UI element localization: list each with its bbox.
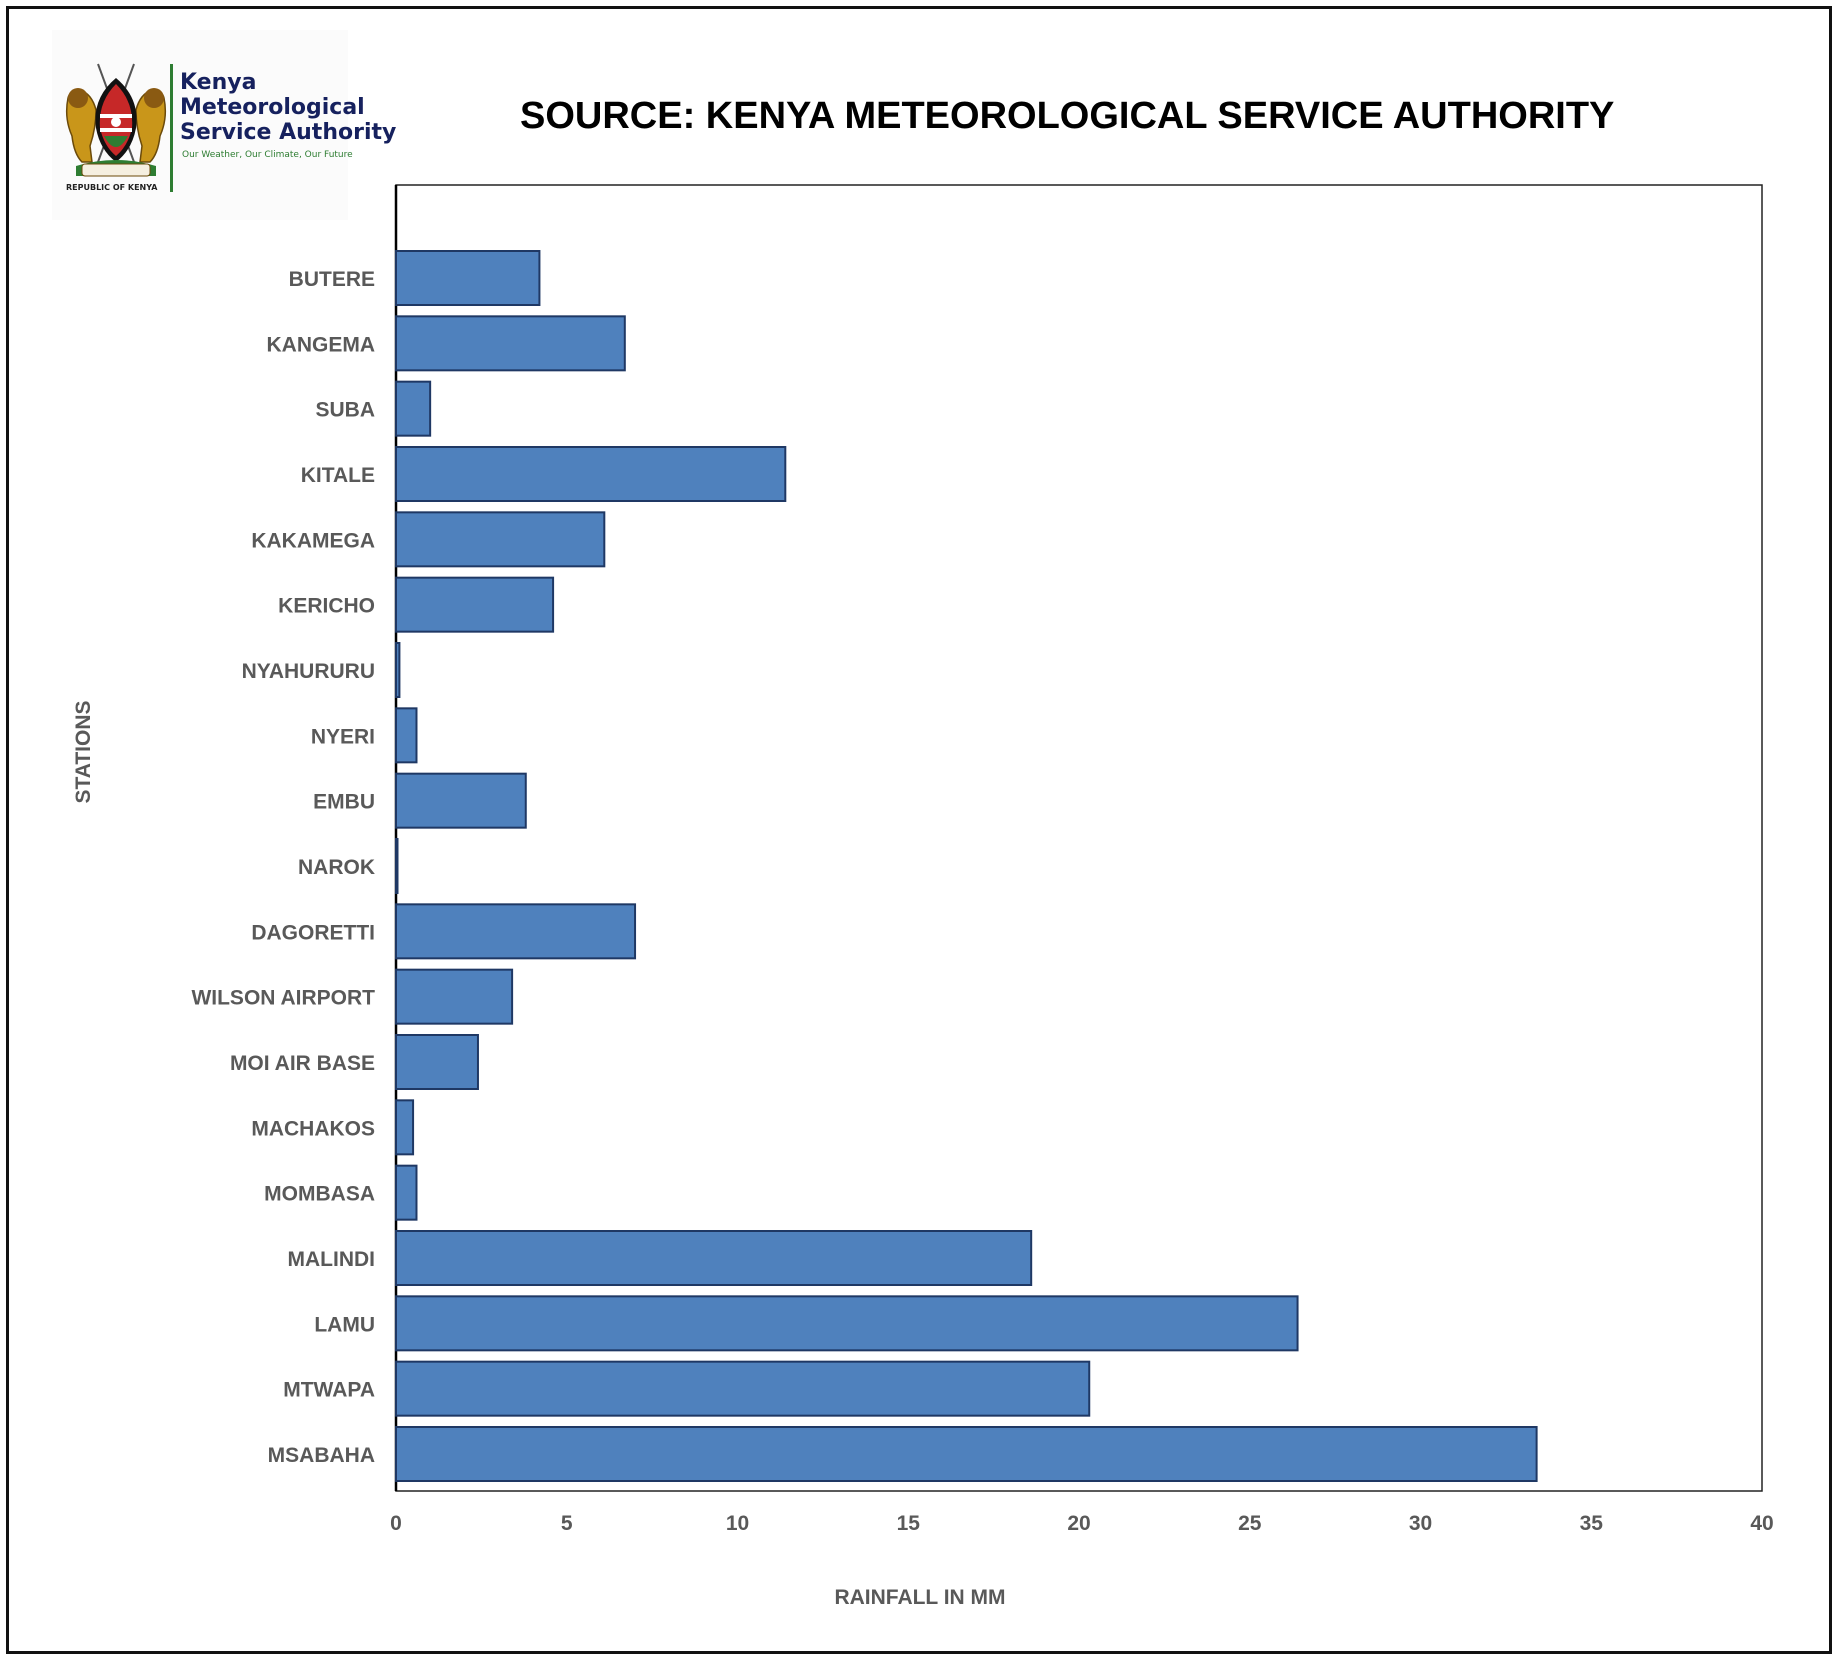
category-label-kericho: KERICHO <box>278 595 375 618</box>
logo-tagline: Our Weather, Our Climate, Our Future <box>182 150 353 160</box>
category-label-butere: BUTERE <box>289 268 375 291</box>
category-label-wilson-airport: WILSON AIRPORT <box>191 987 375 1010</box>
bar-malindi <box>395 1230 1033 1286</box>
x-tick-label-10: 10 <box>726 1512 749 1535</box>
category-label-nyahururu: NYAHURURU <box>242 660 375 683</box>
category-label-kitale: KITALE <box>301 464 375 487</box>
category-label-nyeri: NYERI <box>311 725 375 748</box>
bar-wilson-airport <box>395 968 514 1025</box>
category-label-kangema: KANGEMA <box>267 333 376 356</box>
y-axis-title: STATIONS <box>72 700 95 803</box>
bar-msabaha <box>395 1426 1538 1482</box>
x-tick-label-30: 30 <box>1409 1512 1432 1535</box>
category-label-lamu: LAMU <box>314 1313 375 1336</box>
bar-mtwapa <box>395 1360 1091 1417</box>
category-label-suba: SUBA <box>315 399 375 422</box>
bar-lamu <box>395 1295 1299 1352</box>
plot-area-border <box>395 184 1763 1492</box>
x-tick-label-35: 35 <box>1580 1512 1604 1535</box>
logo-divider <box>170 64 173 192</box>
x-tick-label-5: 5 <box>561 1512 573 1535</box>
category-label-narok: NAROK <box>298 856 375 879</box>
logo-line-meteorological: Meteorological <box>180 95 365 120</box>
x-axis-title: RAINFALL IN MM <box>834 1586 1005 1609</box>
x-tick-label-15: 15 <box>897 1512 921 1535</box>
bar-butere <box>395 250 541 306</box>
category-label-embu: EMBU <box>313 791 375 814</box>
category-label-mtwapa: MTWAPA <box>283 1379 375 1402</box>
bar-kakamega <box>395 511 606 568</box>
bar-kangema <box>395 315 626 372</box>
category-label-moi-air-base: MOI AIR BASE <box>230 1052 375 1075</box>
logo-emblem-caption: REPUBLIC OF KENYA <box>66 183 158 192</box>
chart-title: SOURCE: KENYA METEOROLOGICAL SERVICE AUT… <box>520 95 1615 137</box>
category-label-malindi: MALINDI <box>288 1248 376 1271</box>
category-label-mombasa: MOMBASA <box>264 1183 375 1206</box>
x-tick-label-40: 40 <box>1750 1512 1773 1535</box>
bar-suba <box>395 380 432 437</box>
bar-moi-air-base <box>395 1034 479 1090</box>
bar-kericho <box>395 576 555 633</box>
category-label-dagoretti: DAGORETTI <box>251 921 375 944</box>
kmsa-logo: Kenya Meteorological Service Authority O… <box>52 30 396 220</box>
kenya-coat-of-arms-icon <box>65 63 167 177</box>
x-tick-label-25: 25 <box>1238 1512 1262 1535</box>
bar-kitale <box>395 446 787 502</box>
logo-line-kenya: Kenya <box>180 70 257 95</box>
category-label-kakamega: KAKAMEGA <box>251 529 375 552</box>
bar-mombasa <box>395 1164 418 1221</box>
category-label-machakos: MACHAKOS <box>251 1117 375 1140</box>
bar-embu <box>395 772 527 829</box>
bar-narok <box>395 838 399 894</box>
logo-line-service-authority: Service Authority <box>180 120 397 145</box>
x-tick-label-20: 20 <box>1067 1512 1090 1535</box>
bar-nyeri <box>395 707 418 764</box>
bar-dagoretti <box>395 903 637 960</box>
bar-machakos <box>395 1099 415 1156</box>
bar-nyahururu <box>395 642 401 698</box>
category-label-msabaha: MSABAHA <box>268 1444 375 1467</box>
x-tick-label-0: 0 <box>390 1512 402 1535</box>
